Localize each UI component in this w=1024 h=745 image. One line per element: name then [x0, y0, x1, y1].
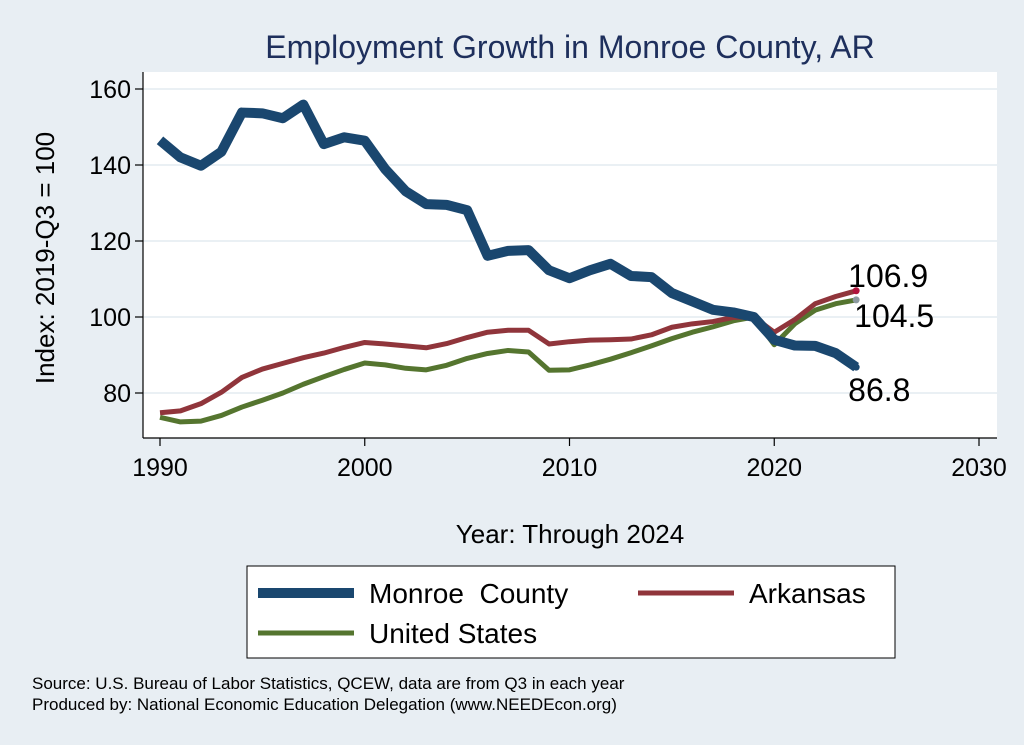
- chart-title: Employment Growth in Monroe County, AR: [265, 29, 874, 65]
- x-tick-label: 2020: [746, 454, 802, 482]
- series-line-monroe-county: [156, 99, 859, 372]
- end-marker-monroe-county: [852, 363, 860, 371]
- x-tick-label: 2000: [337, 454, 393, 482]
- legend: Monroe County Arkansas United States: [246, 565, 896, 659]
- x-tick-label: 2010: [542, 454, 598, 482]
- y-tick-label: 80: [103, 380, 131, 408]
- axis-ticks: 80 100 120 140 160 1990 2000 2010 2020 2030: [89, 76, 1007, 482]
- x-tick-label: 2030: [951, 454, 1007, 482]
- legend-label-monroe: Monroe County: [369, 578, 568, 609]
- x-axis-title: Year: Through 2024: [456, 519, 684, 549]
- source-note: Source: U.S. Bureau of Labor Statistics,…: [32, 674, 625, 693]
- end-label-united-states: 104.5: [854, 298, 934, 334]
- end-marker-arkansas: [852, 287, 860, 295]
- plot-area: [143, 72, 997, 438]
- legend-label-united-states: United States: [369, 618, 537, 649]
- y-tick-label: 120: [89, 228, 131, 256]
- end-label-arkansas: 106.9: [848, 258, 928, 294]
- end-labels: 86.8 106.9 104.5: [848, 258, 934, 408]
- y-axis-title: Index: 2019-Q3 = 100: [30, 132, 60, 384]
- y-tick-label: 160: [89, 76, 131, 104]
- producer-note: Produced by: National Economic Education…: [32, 695, 617, 714]
- y-tick-label: 100: [89, 304, 131, 332]
- x-tick-label: 1990: [132, 454, 188, 482]
- end-marker-united-states: [852, 296, 860, 304]
- series-lines: [156, 99, 859, 425]
- legend-box: [246, 565, 896, 659]
- legend-label-arkansas: Arkansas: [749, 578, 866, 609]
- y-tick-label: 140: [89, 152, 131, 180]
- end-label-monroe-county: 86.8: [848, 372, 910, 408]
